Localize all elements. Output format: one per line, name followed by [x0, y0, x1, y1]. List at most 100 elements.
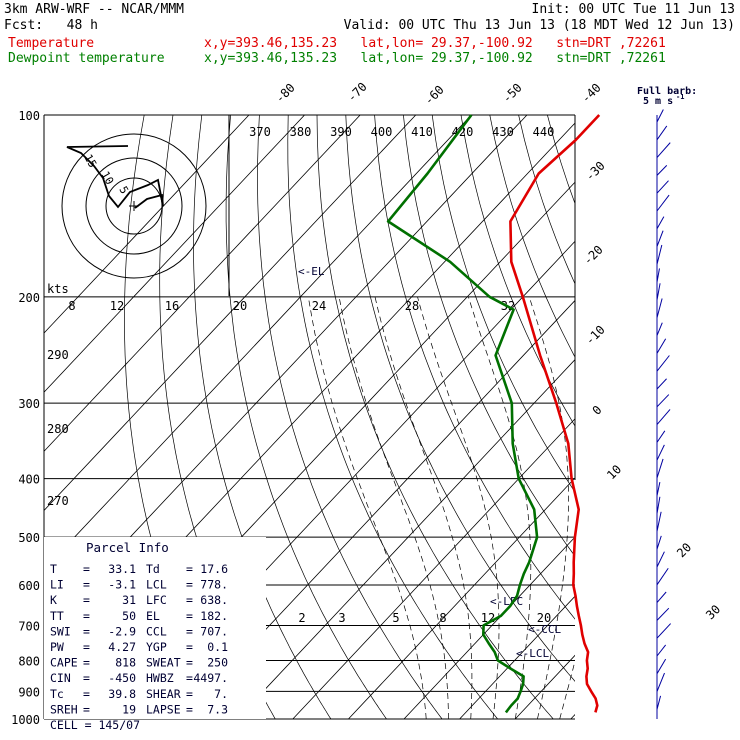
- parcel-value: =: [83, 593, 90, 607]
- isotherm-line: [459, 595, 575, 719]
- parcel-value: SWI: [50, 624, 71, 638]
- parcel-value: 182.: [200, 609, 228, 623]
- isotherm-label: -20: [581, 243, 606, 268]
- wind-barb: [656, 623, 672, 639]
- parcel-value: =: [83, 702, 90, 716]
- parcel-value: =: [83, 562, 90, 576]
- dry-adiabat: [605, 115, 740, 719]
- barb-key: Full barb: 5 m s -1: [637, 86, 697, 107]
- wind-barb: [656, 672, 665, 692]
- parcel-value: =: [186, 702, 193, 716]
- parcel-info-box: Parcel Info T = 33.1 Td = 17.6 LI = -3.1 LCL = 778. K…: [44, 537, 266, 732]
- pressure-label: 700: [18, 619, 40, 633]
- parcel-value: 707.: [200, 624, 228, 638]
- isotherm-label: -10: [583, 323, 608, 348]
- isotherm-label: -50: [500, 81, 525, 106]
- parcel-value: SWEAT: [146, 656, 181, 670]
- moist-adiabat: [338, 296, 449, 719]
- parcel-value: EL: [146, 609, 160, 623]
- parcel-value: 7.3: [207, 702, 228, 716]
- parcel-value: LCL: [146, 578, 167, 592]
- pressure-label: 900: [18, 685, 40, 699]
- wind-barb: [656, 496, 661, 514]
- theta-left-label: 270: [47, 494, 69, 508]
- level-marker: <-EL: [298, 265, 325, 278]
- dry-adiabat: [287, 115, 498, 719]
- hodo-tick-label: 16: [165, 299, 179, 313]
- parcel-value: =: [186, 578, 193, 592]
- dry-adiabat: [316, 115, 554, 719]
- parcel-value: T: [50, 562, 57, 576]
- hodo-tick-label: 20: [233, 299, 247, 313]
- hodo-tick-label: 8: [68, 299, 75, 313]
- wind-barb: [656, 444, 665, 461]
- isotherm-line: [626, 115, 740, 719]
- pressure-label: 500: [18, 531, 40, 545]
- parcel-value: 250: [207, 656, 228, 670]
- mixing-ratio-label: 3: [338, 611, 345, 625]
- mixing-ratio-label: 5: [392, 611, 399, 625]
- wind-barb: [656, 283, 661, 301]
- hodo-unit: kts: [47, 282, 69, 296]
- pressure-label: 400: [18, 473, 40, 487]
- wind-barb: [656, 322, 663, 336]
- dry-adiabat: [257, 115, 443, 719]
- barb-key-line2: 5 m s: [643, 96, 673, 107]
- wind-barb: [656, 551, 665, 568]
- wind-barb: [656, 216, 665, 230]
- parcel-value: Td: [146, 562, 160, 576]
- dry-adiabat: [460, 115, 575, 427]
- wind-barb: [656, 644, 667, 657]
- parcel-value: 50: [122, 609, 136, 623]
- hodo-ring-label: 15: [81, 152, 99, 170]
- parcel-value: CCL: [146, 624, 167, 638]
- parcel-value: =: [83, 609, 90, 623]
- parcel-value: =: [186, 671, 193, 685]
- parcel-value: SREH: [50, 702, 78, 716]
- theta-label: 400: [371, 125, 393, 139]
- parcel-value: =: [186, 687, 193, 701]
- wind-barb: [656, 378, 667, 390]
- theta-left-label: 290: [47, 348, 69, 362]
- parcel-value: =: [186, 656, 193, 670]
- parcel-value: 19: [122, 702, 136, 716]
- dry-adiabat: [431, 115, 575, 493]
- isotherm-label: 20: [674, 540, 694, 560]
- isotherm-label: -40: [579, 81, 604, 106]
- dry-adiabat: [663, 115, 740, 719]
- isotherm-line: [682, 115, 740, 719]
- parcel-value: =: [83, 640, 90, 654]
- wind-barb: [656, 125, 668, 141]
- isotherm-line: [44, 115, 305, 393]
- wind-barb: [656, 481, 661, 496]
- parcel-title: Parcel Info: [86, 540, 169, 555]
- barb-key-line1: Full barb:: [637, 86, 697, 97]
- parcel-value: =: [186, 609, 193, 623]
- isotherm-label: 0: [590, 403, 605, 418]
- parcel-cell: CELL = 145/07: [50, 718, 140, 732]
- moist-adiabat: [374, 296, 473, 719]
- level-marker: <-CCL: [528, 623, 561, 636]
- parcel-value: 33.1: [108, 562, 136, 576]
- theta-label: 430: [492, 125, 514, 139]
- wind-barb: [656, 230, 664, 247]
- parcel-value: 39.8: [108, 687, 136, 701]
- parcel-value: HWBZ: [146, 671, 174, 685]
- parcel-value: 638.: [200, 593, 228, 607]
- hodo-tick-label: 12: [110, 299, 124, 313]
- wind-barb: [656, 194, 670, 212]
- mixing-ratio-label: 2: [298, 611, 305, 625]
- wind-barbs: [656, 109, 672, 719]
- parcel-value: 7.: [214, 687, 228, 701]
- parcel-value: 31: [122, 593, 136, 607]
- theta-label: 370: [249, 125, 271, 139]
- hodo-ring: [85, 157, 183, 255]
- parcel-value: TT: [50, 609, 64, 623]
- barb-key-unit: -1: [676, 93, 684, 101]
- isotherm-label: -70: [345, 80, 370, 105]
- parcel-value: PW: [50, 640, 64, 654]
- parcel-value: =: [83, 656, 90, 670]
- temperature-location: x,y=393.46,135.23 lat,lon= 29.37,-100.92…: [204, 36, 666, 51]
